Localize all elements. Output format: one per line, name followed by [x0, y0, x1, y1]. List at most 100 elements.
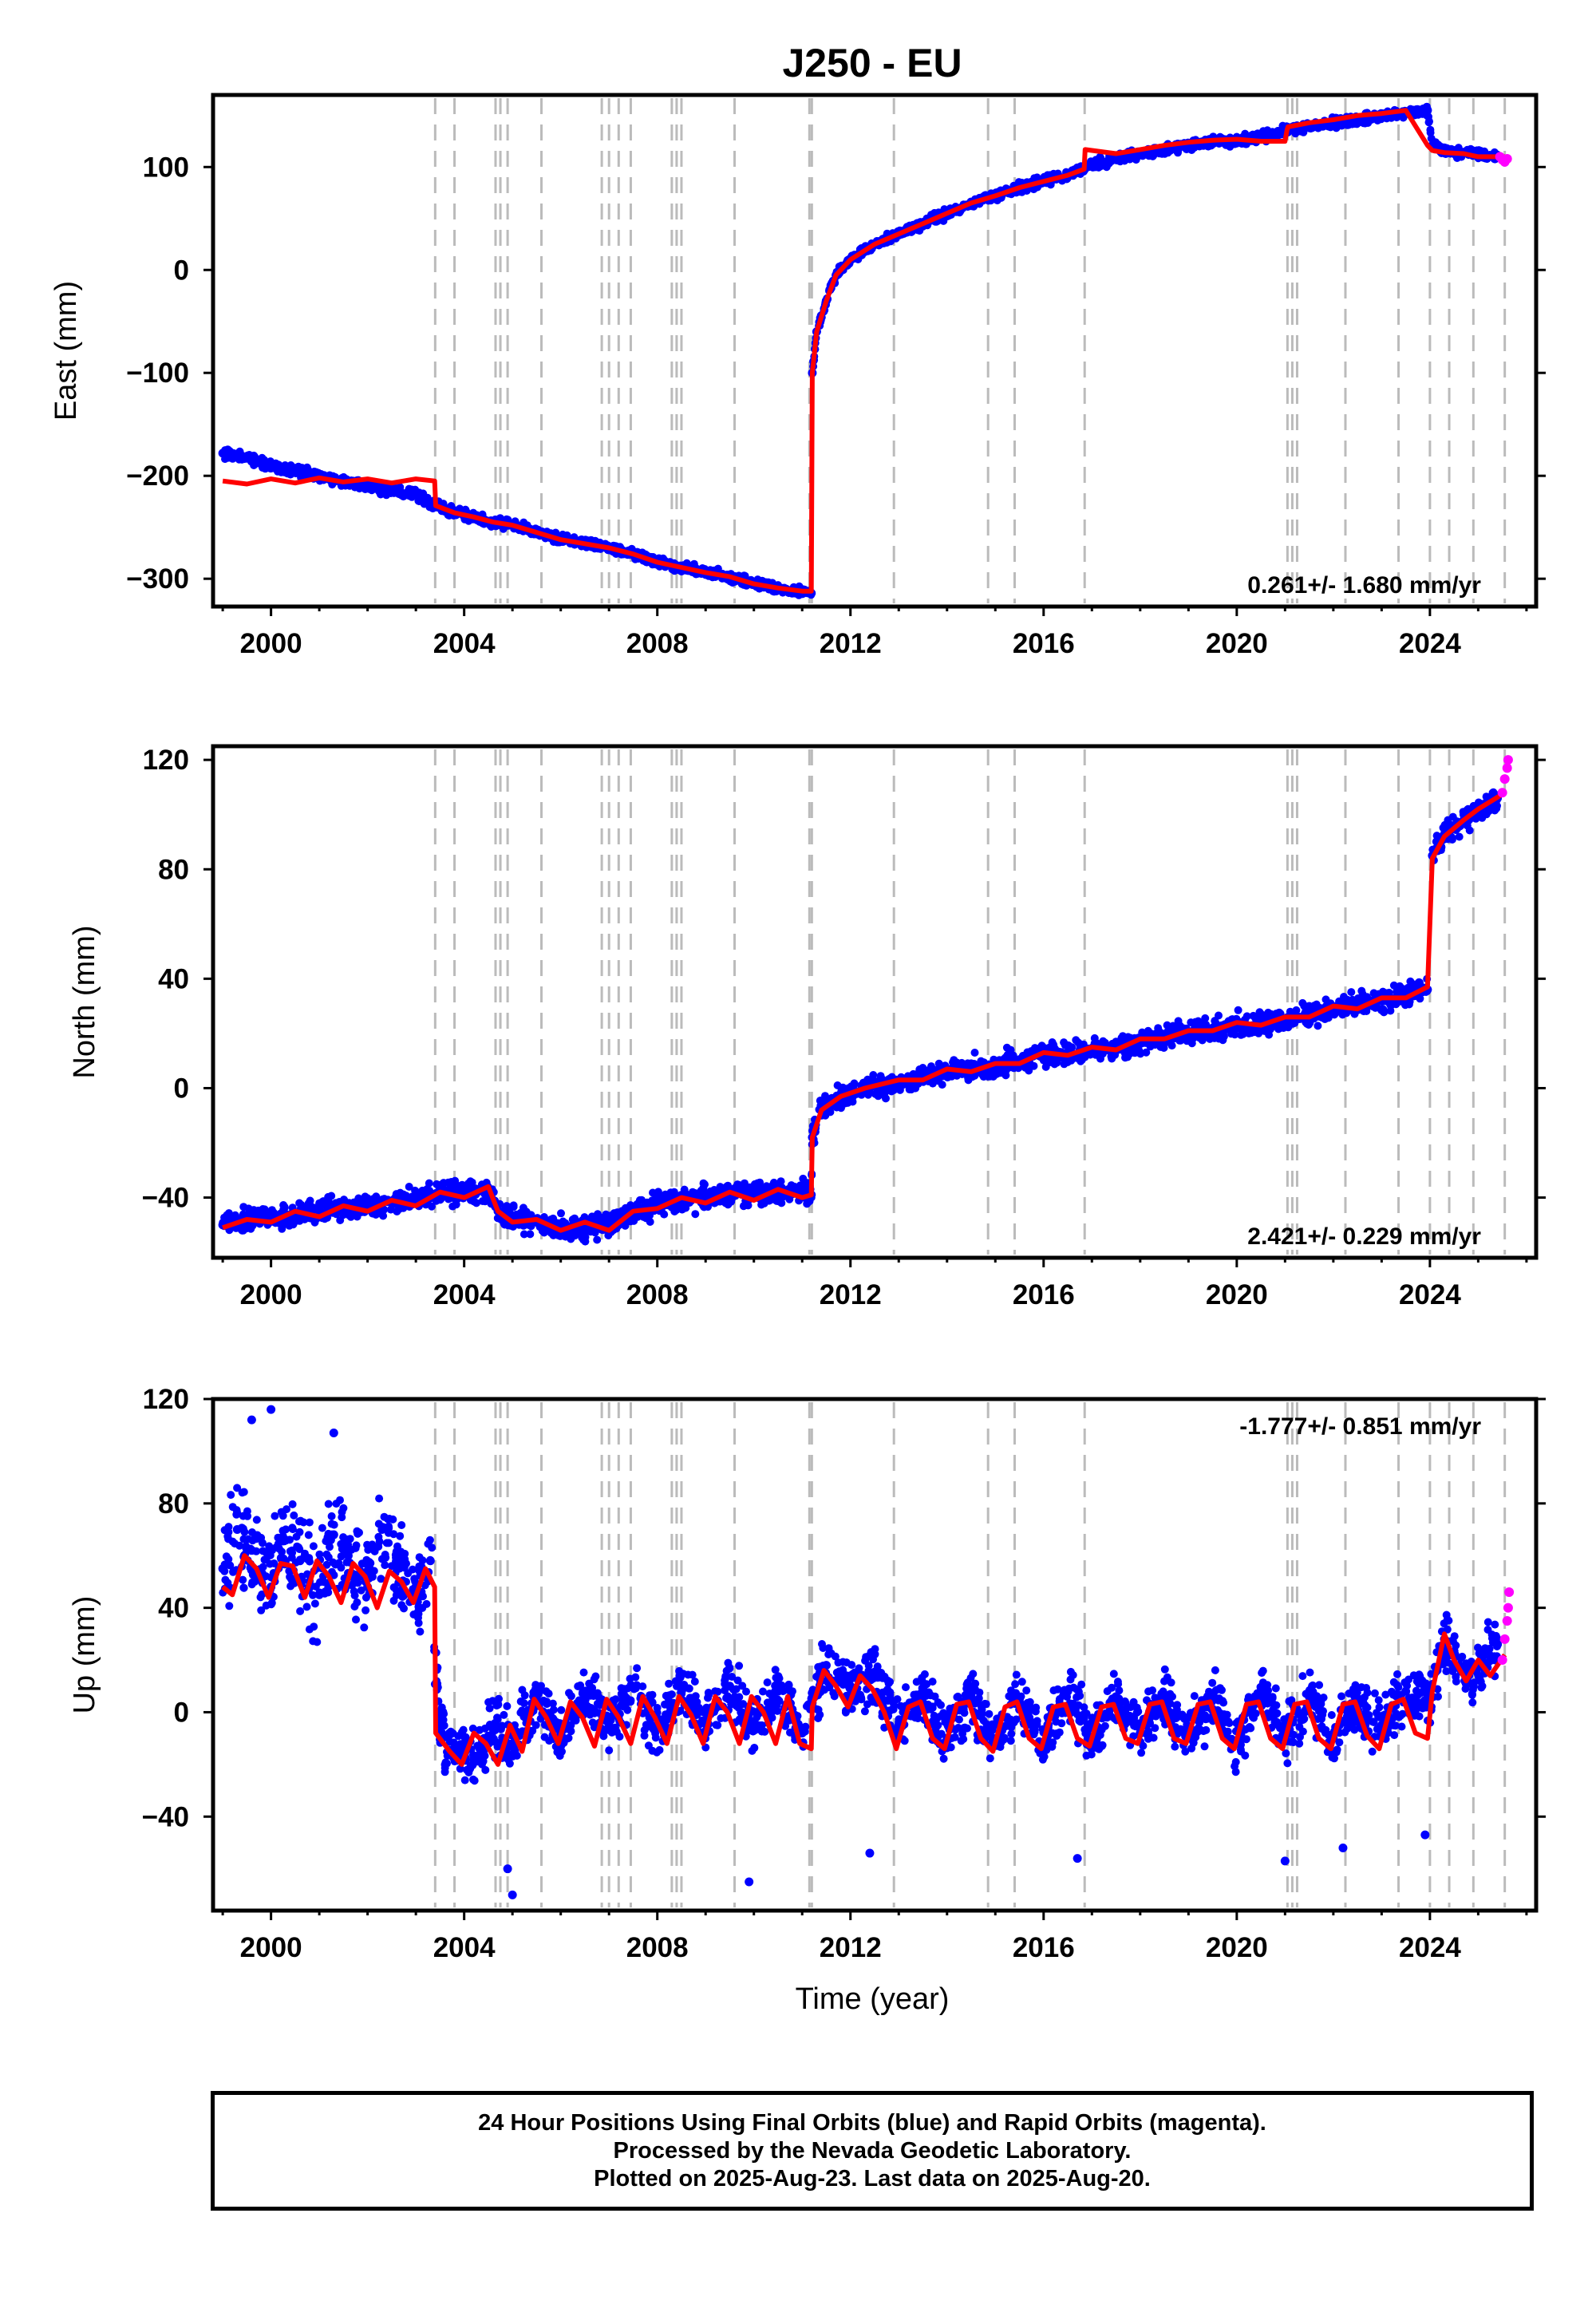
east-y-tick-label: −200 — [126, 460, 189, 492]
east-y-tick-label: −300 — [126, 563, 189, 595]
north-final-point — [316, 1199, 325, 1207]
north-final-point — [1025, 1064, 1033, 1073]
north-final-point — [1142, 1048, 1151, 1057]
north-final-point — [910, 1082, 918, 1091]
north-final-point — [1448, 812, 1457, 821]
east-final-point — [363, 481, 373, 491]
north-final-point — [405, 1183, 413, 1191]
east-rate-label: 0.261+/- 1.680 mm/yr — [1247, 572, 1481, 599]
north-final-point — [839, 1083, 847, 1092]
north-final-point — [436, 1196, 444, 1204]
north-final-point — [1432, 832, 1441, 840]
north-final-point — [437, 1180, 445, 1189]
north-final-point — [1389, 981, 1398, 990]
north-final-point — [1003, 1050, 1012, 1059]
north-final-point — [223, 1211, 231, 1219]
north-final-point — [1314, 1022, 1322, 1030]
north-final-point — [691, 1189, 700, 1198]
east-final-point — [258, 453, 267, 462]
north-model-line — [222, 790, 1507, 1233]
north-final-point — [1234, 1006, 1242, 1014]
north-final-point — [472, 1199, 480, 1207]
north-final-point — [1358, 990, 1367, 998]
north-final-point — [978, 1070, 986, 1079]
north-final-point — [646, 1218, 654, 1226]
north-final-point — [310, 1218, 319, 1227]
east-final-point — [251, 459, 260, 468]
east-final-point — [740, 571, 749, 580]
north-final-point — [1065, 1041, 1073, 1049]
north-final-point — [849, 1081, 858, 1090]
east-final-point — [399, 492, 408, 501]
north-rapid-point — [1502, 763, 1512, 773]
north-final-point — [1406, 977, 1415, 986]
east-x-tick-label: 2004 — [433, 628, 496, 659]
east-final-point — [1094, 163, 1103, 172]
north-final-point — [393, 1191, 401, 1199]
east-final-point — [379, 487, 387, 496]
north-final-point — [428, 1202, 436, 1211]
north-final-point — [699, 1179, 708, 1188]
north-final-point — [522, 1207, 531, 1216]
north-final-point — [519, 1230, 528, 1239]
north-final-point — [1215, 1031, 1224, 1040]
north-final-point — [1386, 1006, 1395, 1015]
north-final-point — [1362, 1007, 1371, 1015]
east-plot-area — [218, 102, 1512, 599]
north-final-point — [1146, 1042, 1155, 1051]
east-final-point — [1426, 125, 1435, 134]
north-final-point — [876, 1088, 885, 1097]
east-rapid-point — [1502, 153, 1512, 164]
east-final-point — [259, 464, 267, 472]
north-final-point — [1009, 1051, 1017, 1060]
north-final-point — [1163, 1021, 1171, 1030]
north-final-point — [753, 1179, 762, 1188]
east-final-point — [267, 460, 276, 470]
north-final-point — [605, 1213, 614, 1222]
north-final-point — [280, 1203, 289, 1212]
north-final-point — [449, 1183, 458, 1192]
north-final-point — [466, 1177, 475, 1186]
north-rapid-point — [1497, 788, 1507, 798]
east-x-tick-label: 2008 — [626, 628, 689, 659]
east-x-tick-label: 2016 — [1013, 628, 1075, 659]
north-final-point — [526, 1230, 535, 1239]
chart-title: J250 - EU — [782, 41, 962, 85]
east-final-point — [1423, 105, 1432, 115]
east-final-point — [1087, 159, 1096, 168]
north-final-point — [295, 1199, 304, 1207]
east-final-point — [280, 468, 289, 476]
east-final-point — [387, 485, 397, 495]
north-final-point — [1201, 1014, 1210, 1022]
north-final-point — [377, 1209, 385, 1218]
figure: J250 - EU 2000 2004 2008 2012 2016 2020 2024−3… — [49, 41, 1546, 2016]
north-final-point — [573, 1227, 582, 1235]
north-final-point — [902, 1080, 911, 1089]
north-final-point — [949, 1058, 957, 1067]
north-final-point — [1140, 1030, 1149, 1038]
north-final-point — [1379, 1005, 1388, 1014]
north-final-point — [1448, 834, 1456, 843]
north-final-point — [797, 1188, 807, 1197]
north-final-point — [292, 1216, 301, 1225]
north-final-point — [803, 1199, 812, 1208]
east-model-line — [222, 108, 1505, 594]
north-final-point — [393, 1207, 401, 1215]
north-final-point — [1124, 1053, 1132, 1061]
north-final-point — [247, 1206, 255, 1215]
north-final-point — [1099, 1037, 1108, 1045]
north-final-point — [1090, 1034, 1099, 1042]
north-final-point — [895, 1085, 904, 1094]
east-x-tick-label: 2024 — [1399, 628, 1461, 659]
north-final-point — [882, 1094, 890, 1103]
north-final-point — [653, 1192, 662, 1199]
east-final-point — [1120, 154, 1129, 163]
north-final-point — [1187, 1036, 1195, 1045]
east-final-point — [218, 449, 227, 458]
east-x-tick-label: 2000 — [240, 628, 302, 659]
east-final-point — [1112, 154, 1121, 164]
north-final-point — [848, 1097, 857, 1106]
east-y-axis-label: East (mm) — [49, 281, 83, 421]
north-final-point — [509, 1203, 518, 1211]
north-final-point — [1238, 1030, 1247, 1038]
